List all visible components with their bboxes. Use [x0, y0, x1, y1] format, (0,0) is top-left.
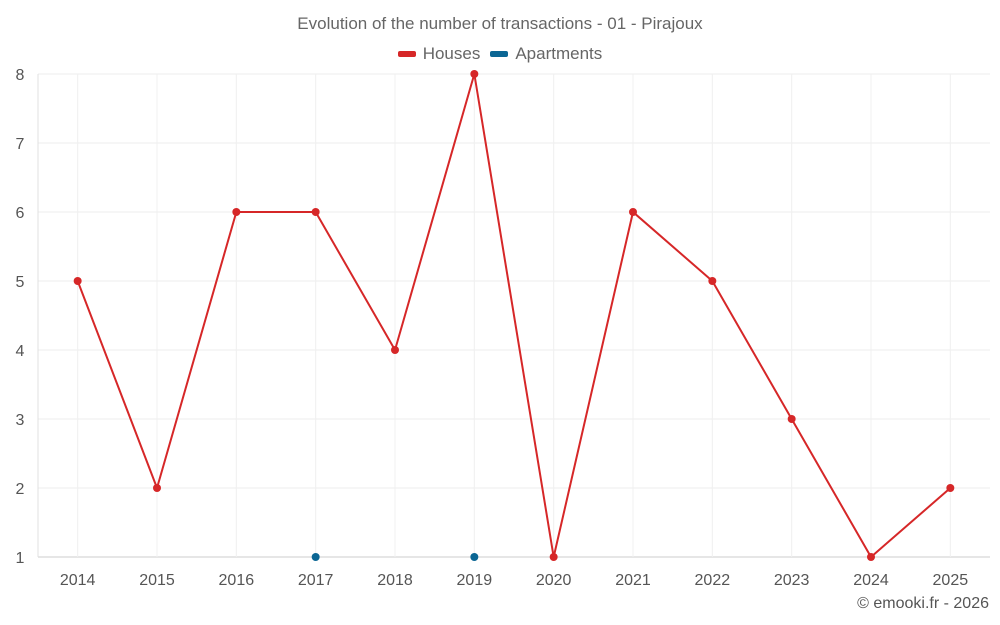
legend-item-apartments[interactable]: Apartments	[490, 44, 602, 64]
y-tick-label: 7	[16, 136, 25, 153]
y-tick-label: 6	[16, 205, 25, 222]
y-tick-label: 3	[16, 412, 25, 429]
data-point-houses	[73, 277, 82, 285]
x-tick-label: 2022	[695, 572, 731, 589]
y-tick-label: 4	[16, 343, 25, 360]
x-tick-label: 2025	[933, 572, 969, 589]
data-point-houses	[153, 484, 161, 492]
data-point-houses	[867, 553, 875, 561]
y-tick-label: 8	[16, 67, 25, 84]
x-tick-label: 2023	[774, 572, 810, 589]
x-tick-label: 2017	[298, 572, 334, 589]
x-tick-label: 2024	[853, 572, 889, 589]
data-point-houses	[946, 484, 955, 492]
data-point-apartments	[311, 553, 320, 561]
data-point-houses	[787, 415, 796, 423]
y-tick-label: 2	[16, 481, 25, 498]
chart-title: Evolution of the number of transactions …	[297, 14, 703, 33]
x-tick-label: 2015	[139, 572, 175, 589]
data-point-houses	[629, 208, 637, 216]
copyright-credit: © emooki.fr - 2026	[857, 595, 989, 612]
x-tick-label: 2019	[457, 572, 493, 589]
data-point-houses	[232, 208, 241, 216]
x-tick-label: 2021	[615, 572, 651, 589]
series-line-houses	[76, 73, 951, 558]
y-tick-label: 1	[16, 550, 25, 567]
legend-swatch-houses	[397, 51, 416, 57]
data-point-apartments	[470, 553, 479, 561]
legend-label-apartments: Apartments	[515, 44, 603, 63]
data-point-houses	[470, 70, 479, 78]
x-tick-label: 2020	[536, 572, 572, 589]
data-point-houses	[311, 208, 320, 216]
legend-label-houses: Houses	[422, 44, 481, 63]
legend-item-houses[interactable]: Houses	[397, 44, 481, 64]
x-tick-label: 2016	[219, 572, 255, 589]
legend-swatch-apartments	[490, 51, 509, 57]
x-tick-label: 2014	[60, 572, 96, 589]
data-point-houses	[391, 346, 399, 354]
x-tick-label: 2018	[377, 572, 413, 589]
y-tick-label: 5	[16, 274, 25, 291]
legend: Houses Apartments	[0, 44, 1000, 64]
data-point-houses	[549, 553, 558, 561]
data-point-houses	[708, 277, 717, 285]
